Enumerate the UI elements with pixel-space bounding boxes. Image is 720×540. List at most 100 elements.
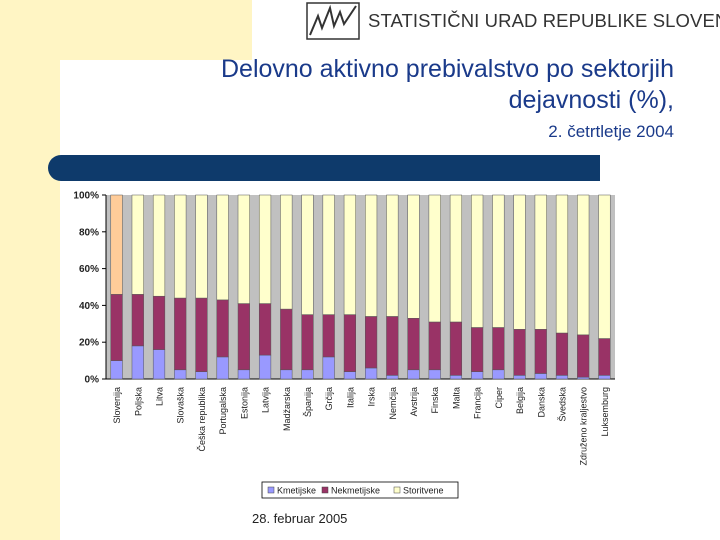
- decorative-top-band: [0, 0, 252, 60]
- bar-segment: [322, 356, 335, 380]
- y-tick-label: 100%: [73, 191, 99, 202]
- bar-segment: [322, 194, 335, 315]
- bar-segment: [258, 194, 272, 304]
- bar-segment: [365, 316, 378, 369]
- bar-segment: [174, 194, 187, 299]
- bar-segment: [428, 369, 441, 380]
- bar-segment: [386, 375, 399, 380]
- x-tick-label: Malta: [451, 387, 461, 409]
- bar-segment: [301, 194, 314, 315]
- legend-swatch: [393, 486, 401, 494]
- bar-segment: [449, 194, 463, 323]
- bar-segment: [195, 194, 208, 299]
- bar-segment: [534, 373, 547, 380]
- bar-segment: [280, 308, 293, 371]
- bar-segment: [598, 375, 611, 380]
- bar-segment: [237, 369, 250, 380]
- bar-segment: [343, 194, 356, 315]
- x-tick-label: Švedska: [557, 387, 567, 422]
- bar-segment: [428, 194, 441, 323]
- legend-box: [261, 481, 459, 499]
- bar-segment: [258, 354, 272, 380]
- bar-segment: [471, 371, 484, 380]
- bar-segment: [534, 194, 547, 330]
- x-tick-label: Grčija: [324, 387, 334, 411]
- y-tick-label: 40%: [79, 301, 99, 312]
- x-tick-label: Madžarska: [282, 387, 292, 431]
- y-tick-label: 80%: [79, 227, 99, 238]
- bar-segment: [343, 314, 356, 372]
- bar-segment: [237, 303, 250, 371]
- x-tick-label: Latvija: [261, 387, 271, 413]
- bar-segment: [534, 329, 547, 374]
- bar-segment: [322, 314, 335, 358]
- statistical-office-logo-icon: [306, 2, 360, 40]
- x-tick-label: Litva: [155, 387, 165, 406]
- x-tick-label: Španija: [303, 387, 313, 417]
- y-tick-label: 20%: [79, 338, 99, 349]
- slide-title-line1: Delovno aktivno prebivalstvo po sektorji…: [220, 55, 674, 83]
- bar-segment: [110, 194, 123, 295]
- x-tick-label: Italija: [345, 387, 355, 408]
- bar-segment: [407, 369, 420, 380]
- x-tick-label: Finska: [430, 387, 440, 414]
- legend-label: Nekmetijske: [331, 486, 380, 496]
- bar-segment: [555, 194, 569, 334]
- bar-segment: [407, 194, 420, 319]
- bar-segment: [492, 194, 505, 328]
- bar-segment: [428, 321, 441, 371]
- bar-segment: [110, 360, 123, 380]
- bar-segment: [577, 334, 590, 378]
- bar-segment: [131, 294, 144, 347]
- bar-segment: [237, 194, 250, 304]
- bar-segment: [301, 369, 314, 380]
- bar-segment: [152, 194, 166, 297]
- x-tick-label: Avstrija: [409, 387, 419, 416]
- bar-segment: [110, 294, 123, 361]
- bar-segment: [577, 376, 590, 380]
- bar-segment: [195, 371, 208, 380]
- bar-segment: [131, 345, 144, 380]
- x-tick-label: Francija: [473, 387, 483, 419]
- bar-segment: [343, 371, 356, 380]
- bar-segment: [152, 295, 166, 350]
- bar-segment: [174, 297, 187, 371]
- organization-name: STATISTIČNI URAD REPUBLIKE SLOVENIJE: [368, 10, 720, 31]
- legend-label: Storitvene: [403, 486, 444, 496]
- bar-segment: [492, 327, 505, 371]
- bar-segment: [216, 299, 229, 358]
- bar-segment: [471, 194, 484, 328]
- x-tick-label: Ciper: [494, 387, 504, 409]
- legend-label: Kmetijske: [277, 486, 316, 496]
- bar-segment: [598, 338, 611, 376]
- bar-segment: [365, 194, 378, 317]
- x-tick-label: Slovaška: [176, 387, 186, 424]
- bar-segment: [449, 375, 463, 380]
- y-tick-label: 60%: [79, 264, 99, 275]
- plot-area: [106, 195, 615, 379]
- x-tick-label: Združeno kraljestvo: [579, 387, 589, 466]
- bar-segment: [513, 194, 526, 330]
- header-logo: STATISTIČNI URAD REPUBLIKE SLOVENIJE: [306, 2, 720, 42]
- bar-segment: [513, 375, 526, 380]
- x-tick-label: Poljska: [133, 387, 143, 416]
- x-tick-label: Danska: [536, 387, 546, 418]
- x-tick-label: Belgija: [515, 387, 525, 414]
- decorative-left-band: [0, 0, 60, 540]
- bar-segment: [301, 314, 314, 371]
- bar-segment: [598, 194, 611, 339]
- legend-swatch: [321, 486, 329, 494]
- bar-segment: [513, 329, 526, 376]
- bar-segment: [280, 369, 293, 380]
- slide-title-line2: dejavnosti (%),: [508, 86, 674, 114]
- y-tick-label: 0%: [85, 375, 100, 386]
- bar-segment: [555, 332, 569, 376]
- bar-segment: [152, 349, 166, 380]
- bar-segment: [471, 327, 484, 372]
- footer-date: 28. februar 2005: [252, 511, 348, 526]
- bar-segment: [449, 321, 463, 376]
- x-tick-label: Nemčija: [388, 387, 398, 420]
- bar-segment: [555, 375, 569, 380]
- bar-segment: [216, 356, 229, 380]
- x-tick-label: Luksemburg: [600, 387, 610, 437]
